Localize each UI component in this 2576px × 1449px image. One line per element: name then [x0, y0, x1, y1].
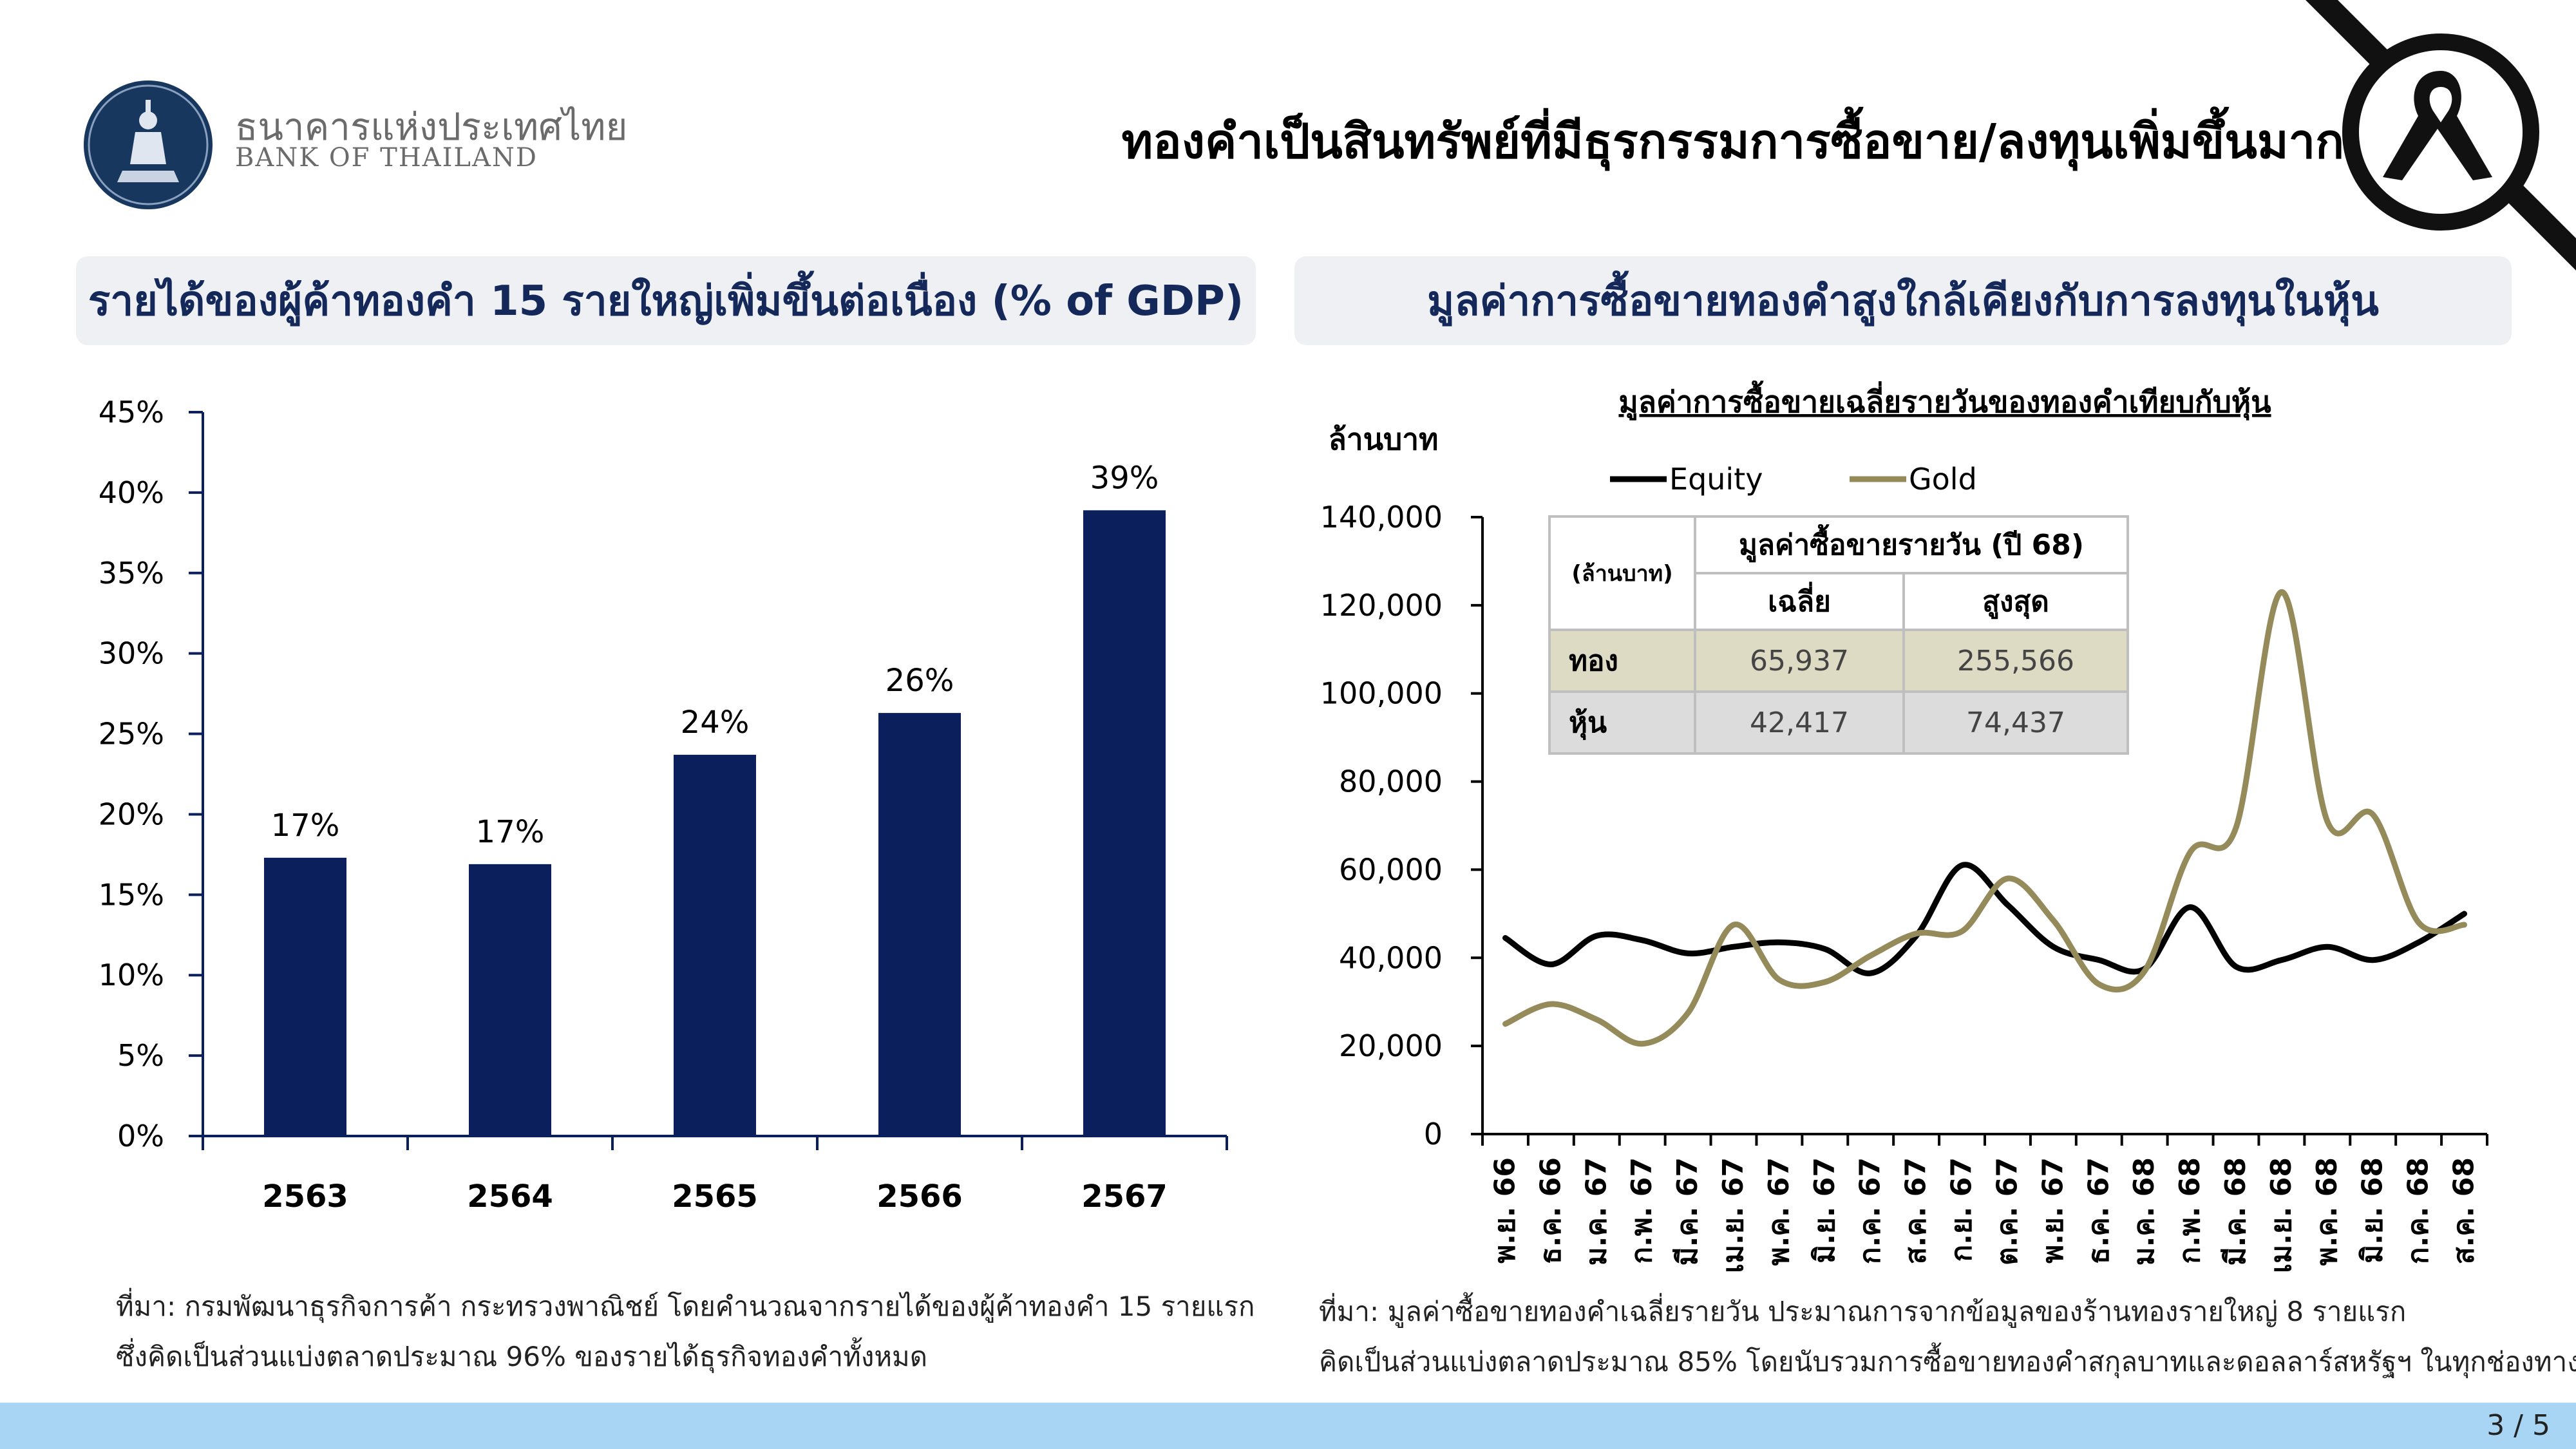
x-tick-label: ก.พ. 67 [1625, 1157, 1658, 1264]
trading-value-line-chart: 0 20,000 40,000 60,000 80,000 100,000 120,000 1… [1320, 380, 2488, 1273]
y-tick-label: 15% [99, 877, 164, 912]
chart-title: มูลค่าการซื้อขายเฉลี่ยรายวันของทองคำเทีย… [1618, 380, 2271, 421]
x-tick-label: ก.ค. 68 [2402, 1157, 2435, 1264]
x-tick-label: พ.ค. 68 [2311, 1157, 2344, 1265]
bar-data-label: 24% [681, 705, 750, 741]
y-tick-label: 45% [99, 395, 164, 430]
x-tick-label: มิ.ย. 68 [2356, 1157, 2389, 1264]
y-tick-label: 25% [99, 717, 164, 752]
table-cell: 74,437 [1902, 690, 2129, 755]
bar [878, 713, 961, 1136]
source-note-line: ที่มา: กรมพัฒนาธุรกิจการค้า กระทรวงพาณิช… [116, 1291, 1255, 1322]
y-tick-label: 5% [117, 1038, 164, 1073]
x-tick-label: ก.ย. 67 [1946, 1157, 1978, 1262]
left-panel-heading: รายได้ของผู้ค้าทองคำ 15 รายใหญ่เพิ่มขึ้น… [76, 256, 1256, 345]
table-row-label: หุ้น [1548, 690, 1696, 755]
bank-logo [84, 80, 213, 209]
legend: Equity Gold [1610, 462, 1977, 497]
x-tick-label: ธ.ค. 66 [1534, 1157, 1567, 1264]
y-axis: 0% 5% 10% 15% 20% 25% 30% 35% 40% 45% [99, 395, 204, 1153]
left-source-note: ที่มา: กรมพัฒนาธุรกิจการค้า กระทรวงพาณิช… [116, 1282, 1255, 1382]
x-tick-label: 2563 [262, 1179, 348, 1215]
series-line-equity [1502, 862, 2467, 976]
source-note-line: ซึ่งคิดเป็นส่วนแบ่งตลาดประมาณ 96% ของราย… [116, 1341, 927, 1372]
x-tick-label: พ.ย. 66 [1488, 1157, 1521, 1264]
table-col-avg: เฉลี่ย [1694, 572, 1905, 631]
x-tick-label: 2567 [1081, 1179, 1168, 1215]
x-tick-label: ธ.ค. 67 [2082, 1157, 2115, 1264]
x-tick-label: มี.ค. 68 [2219, 1157, 2252, 1265]
series-lines [1502, 589, 2467, 1047]
bar [469, 864, 551, 1136]
y-tick-label: 0 [1424, 1117, 1443, 1151]
x-tick-label: 2565 [672, 1179, 758, 1215]
y-tick-label: 0% [117, 1119, 164, 1153]
y-tick-label: 40% [99, 475, 164, 510]
x-tick-label: ก.พ. 68 [2174, 1157, 2206, 1264]
y-tick-label: 20% [99, 797, 164, 831]
x-tick-label: เม.ย. 68 [2265, 1157, 2298, 1273]
bar [264, 857, 346, 1136]
table-cell: 255,566 [1902, 629, 2129, 693]
bar-data-label: 17% [271, 808, 340, 844]
revenue-bar-chart: 0% 5% 10% 15% 20% 25% 30% 35% 40% 45% 17% 17% 24% 26… [99, 395, 1228, 1215]
x-tick-label: ต.ค. 67 [1991, 1157, 2023, 1265]
y-axis-label: ล้านบาท [1329, 422, 1439, 457]
x-axis: พ.ย. 66 ธ.ค. 66 ม.ค. 67 ก.พ. 67 มี.ค. 67 เม.ย… [1481, 1133, 2488, 1273]
black-ribbon-icon [2306, 0, 2576, 270]
y-tick-label: 40,000 [1339, 940, 1443, 975]
source-note-line: คิดเป็นส่วนแบ่งตลาดประมาณ 85% โดยนับรวมก… [1319, 1346, 2576, 1378]
y-tick-label: 120,000 [1320, 588, 1443, 623]
table-cell: 65,937 [1694, 629, 1905, 693]
x-tick-label: ส.ค. 68 [2448, 1157, 2481, 1264]
bars: 17% 17% 24% 26% 39% [264, 460, 1166, 1136]
trading-value-table: (ล้านบาท) มูลค่าซื้อขายรายวัน (ปี 68) เฉ… [1548, 515, 2129, 755]
bar [1083, 510, 1166, 1136]
legend-label: Equity [1669, 462, 1763, 497]
table-unit: (ล้านบาท) [1548, 515, 1696, 631]
bar [674, 755, 756, 1136]
x-tick-label: เม.ย. 67 [1717, 1157, 1750, 1273]
x-tick-label: ม.ค. 67 [1580, 1157, 1613, 1265]
x-tick-label: ก.ค. 67 [1854, 1157, 1887, 1264]
y-tick-label: 35% [99, 556, 164, 591]
x-tick-label: 2566 [876, 1179, 963, 1215]
y-tick-label: 10% [99, 958, 164, 992]
x-tick-label: ส.ค. 67 [1900, 1157, 1933, 1264]
y-tick-label: 30% [99, 636, 164, 671]
y-tick-label: 100,000 [1320, 676, 1443, 711]
x-axis: 2563 2564 2565 2566 2567 [202, 1135, 1228, 1215]
x-tick-label: พ.ค. 67 [1763, 1157, 1795, 1265]
bar-data-label: 26% [886, 663, 954, 699]
table-cell: 42,417 [1694, 690, 1905, 755]
table-header: มูลค่าซื้อขายรายวัน (ปี 68) [1694, 515, 2129, 574]
bank-name-thai: ธนาคารแห่งประเทศไทย [235, 105, 628, 149]
bar-data-label: 39% [1090, 460, 1159, 496]
page-number: 3 / 5 [2486, 1409, 2550, 1442]
x-tick-label: 2564 [467, 1179, 553, 1215]
y-tick-label: 140,000 [1320, 500, 1443, 535]
y-tick-label: 20,000 [1339, 1028, 1443, 1063]
right-source-note: ที่มา: มูลค่าซื้อขายทองคำเฉลี่ยรายวัน ปร… [1319, 1287, 2576, 1387]
bank-name-english: BANK OF THAILAND [235, 143, 538, 173]
series-line-gold [1502, 589, 2467, 1047]
x-tick-label: พ.ย. 67 [2036, 1157, 2069, 1264]
x-tick-label: ม.ค. 68 [2128, 1157, 2161, 1265]
bank-emblem-icon [88, 84, 209, 205]
x-tick-label: มี.ค. 67 [1671, 1157, 1704, 1265]
table-row-label: ทอง [1548, 629, 1696, 693]
right-panel-heading: มูลค่าการซื้อขายทองคำสูงใกล้เคียงกับการล… [1294, 256, 2512, 345]
legend-label: Gold [1909, 462, 1977, 497]
y-axis: 0 20,000 40,000 60,000 80,000 100,000 120,000 1… [1320, 500, 1484, 1151]
bar-data-label: 17% [476, 814, 545, 850]
y-tick-label: 80,000 [1339, 764, 1443, 799]
table-col-max: สูงสุด [1902, 572, 2129, 631]
source-note-line: ที่มา: มูลค่าซื้อขายทองคำเฉลี่ยรายวัน ปร… [1319, 1296, 2407, 1327]
x-tick-label: มิ.ย. 67 [1808, 1157, 1841, 1264]
y-tick-label: 60,000 [1339, 852, 1443, 887]
footer-bar [0, 1403, 2576, 1449]
page-title: ทองคำเป็นสินทรัพย์ที่มีธุรกรรมการซื้อขาย… [1121, 114, 2344, 169]
